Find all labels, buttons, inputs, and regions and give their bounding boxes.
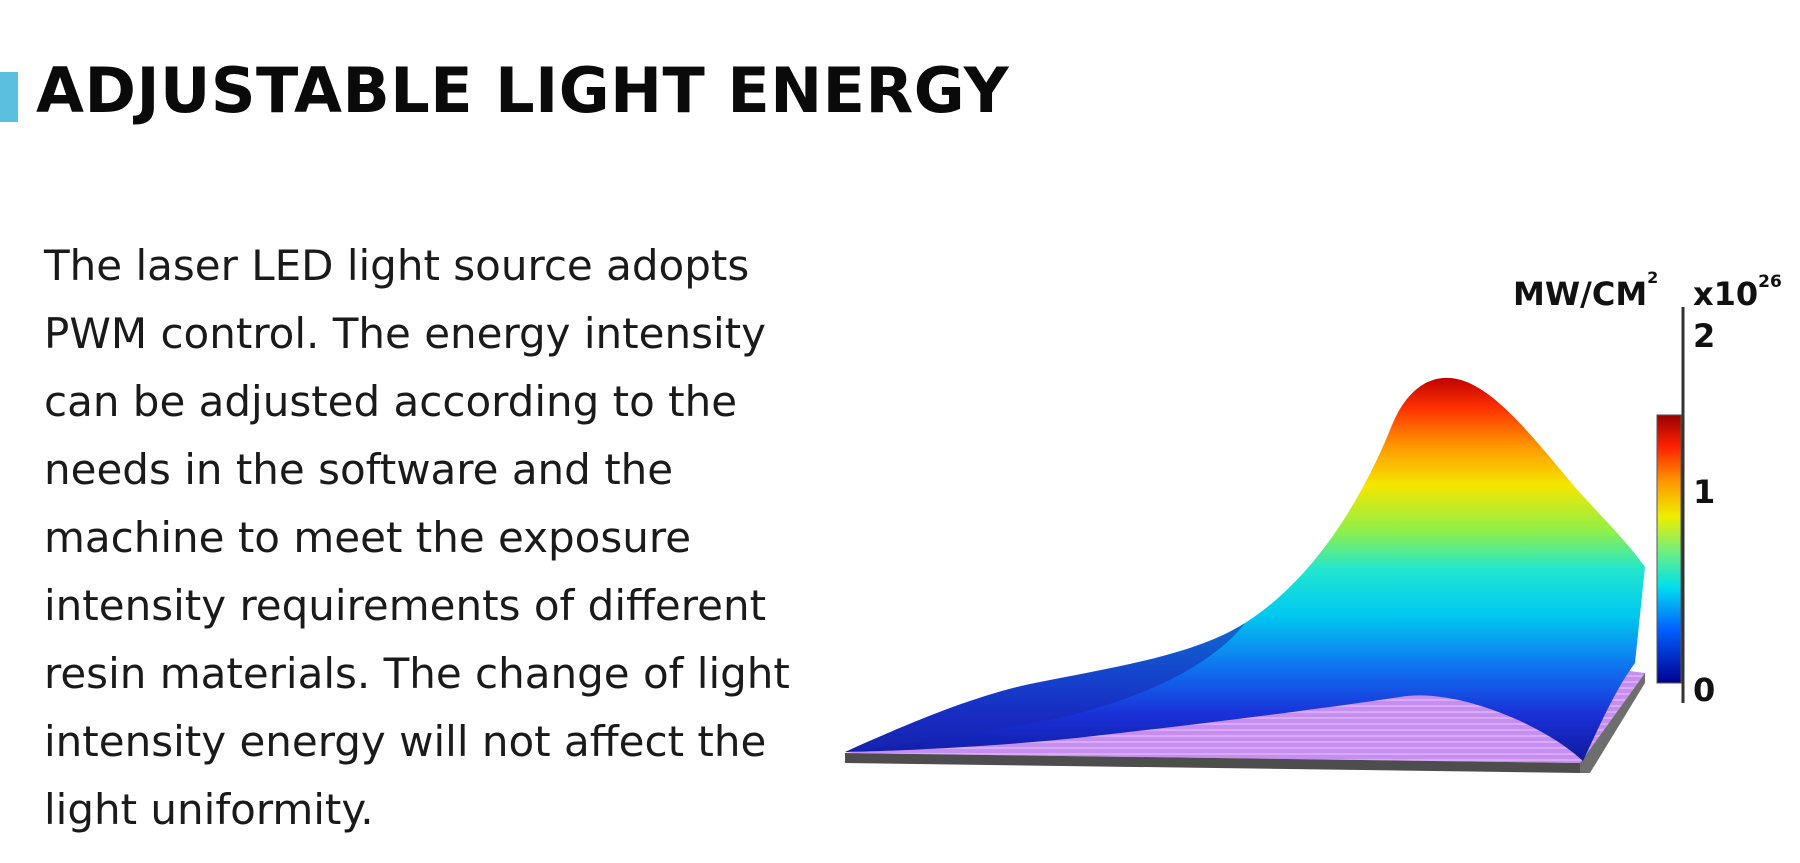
surface-front-shadow [845, 623, 1245, 752]
description-text: The laser LED light source adopts PWM co… [44, 241, 790, 834]
tick-label-0: 0 [1693, 671, 1715, 709]
title-accent-bar [0, 72, 18, 122]
tick-label-1: 1 [1693, 473, 1715, 511]
multiplier-label: x1026 [1693, 272, 1782, 313]
light-intensity-surface-plot: 2 1 0 MW/CM2 x1026 [845, 268, 1782, 773]
tick-label-2: 2 [1693, 317, 1715, 355]
unit-label: MW/CM2 [1513, 268, 1658, 313]
color-scale-bar [1656, 414, 1682, 684]
energy-surface [845, 377, 1645, 761]
page-title: ADJUSTABLE LIGHT ENERGY [36, 54, 1010, 127]
